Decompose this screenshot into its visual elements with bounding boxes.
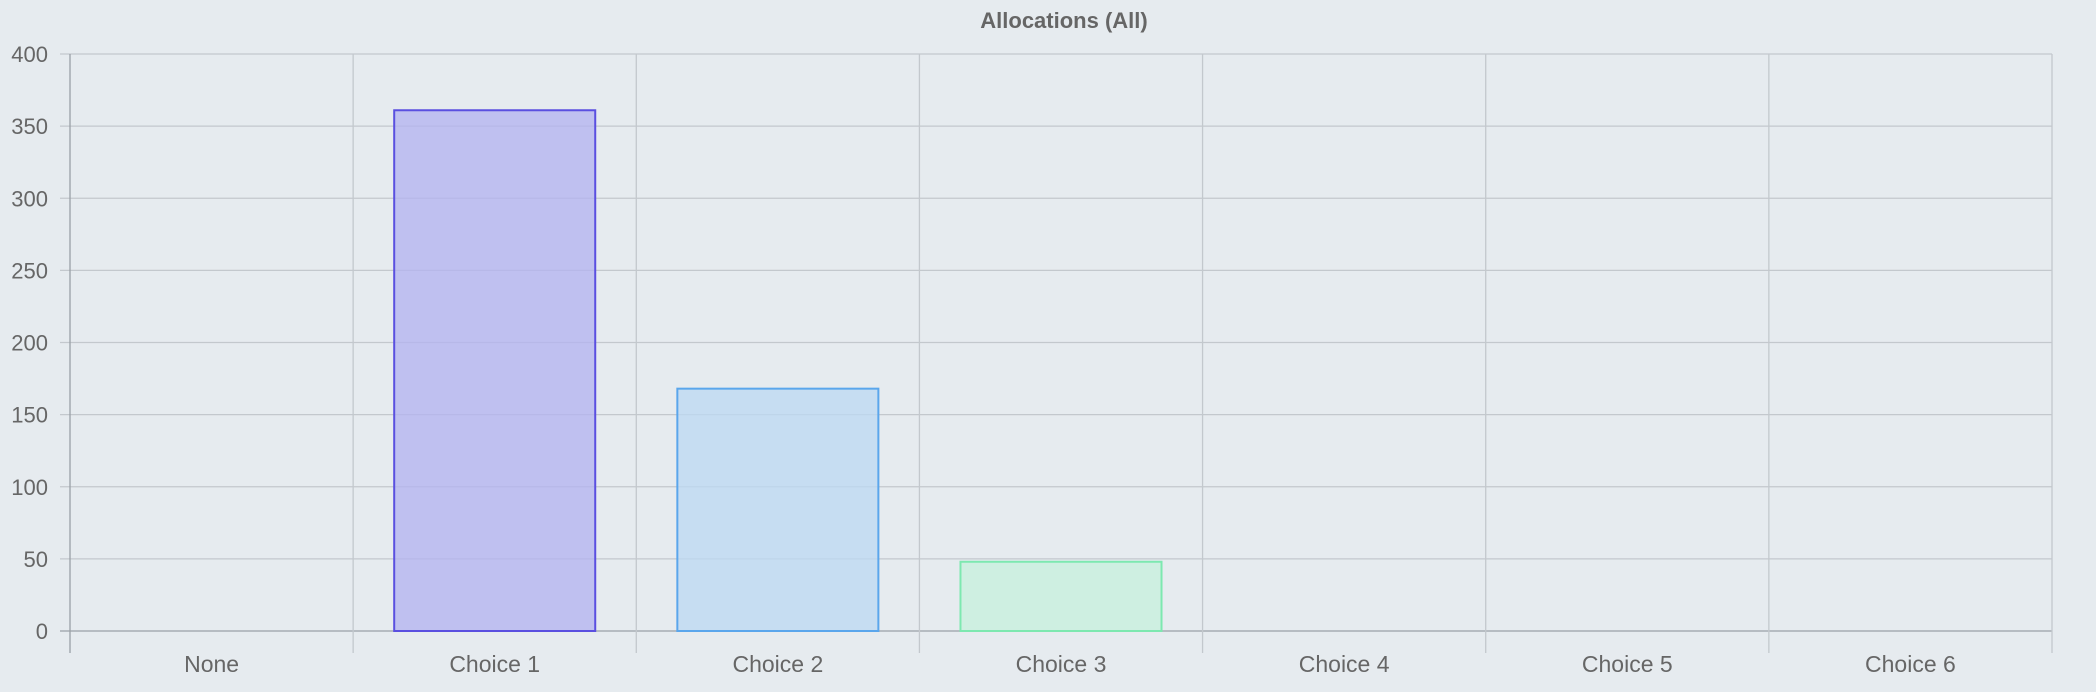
y-axis-ticks: 0 50 100 150 200 250 300 350 400 bbox=[11, 42, 48, 644]
y-tick-label: 250 bbox=[11, 258, 48, 283]
y-tick-label: 0 bbox=[36, 619, 48, 644]
y-tick-label: 350 bbox=[11, 114, 48, 139]
x-tick-label: Choice 6 bbox=[1865, 651, 1956, 677]
y-tick-label: 300 bbox=[11, 186, 48, 211]
bar-choice-2 bbox=[676, 387, 880, 632]
y-tick-label: 150 bbox=[11, 403, 48, 428]
bars bbox=[393, 109, 1163, 633]
y-tick-label: 50 bbox=[24, 547, 48, 572]
x-tick-label: Choice 1 bbox=[449, 651, 540, 677]
x-tick-label: Choice 4 bbox=[1299, 651, 1390, 677]
y-tick-label: 100 bbox=[11, 475, 48, 500]
x-tick-label: Choice 2 bbox=[732, 651, 823, 677]
grid bbox=[60, 53, 2053, 653]
chart-title: Allocations (All) bbox=[980, 8, 1147, 33]
x-tick-label: None bbox=[184, 651, 239, 677]
bar-choice-1 bbox=[393, 109, 597, 632]
x-tick-label: Choice 5 bbox=[1582, 651, 1673, 677]
y-tick-label: 400 bbox=[11, 42, 48, 67]
bar-choice-3 bbox=[959, 560, 1163, 633]
x-tick-label: Choice 3 bbox=[1016, 651, 1107, 677]
y-tick-label: 200 bbox=[11, 331, 48, 356]
x-axis-ticks: None Choice 1 Choice 2 Choice 3 Choice 4 Choi… bbox=[184, 651, 1956, 677]
